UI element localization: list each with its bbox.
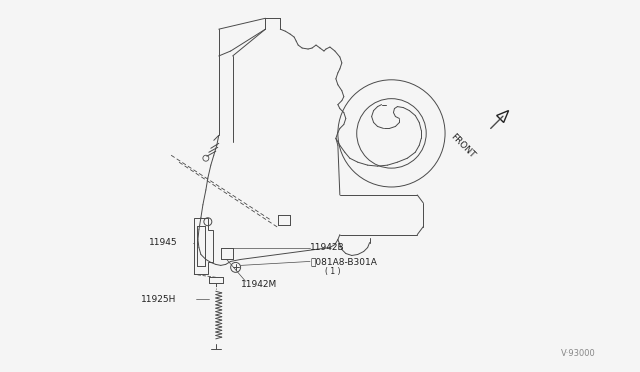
Text: Ⓑ081A8-B301A: Ⓑ081A8-B301A [310, 257, 377, 266]
Text: FRONT: FRONT [449, 132, 477, 160]
Text: 11942M: 11942M [241, 280, 277, 289]
Text: ( 1 ): ( 1 ) [325, 267, 340, 276]
Polygon shape [497, 110, 509, 122]
Text: 11945: 11945 [149, 238, 178, 247]
Text: 11942B: 11942B [310, 243, 345, 252]
Text: 11925H: 11925H [141, 295, 177, 304]
Text: V·93000: V·93000 [561, 349, 596, 358]
